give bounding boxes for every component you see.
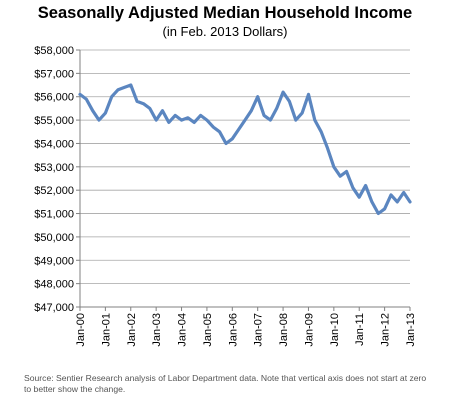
y-tick-label: $50,000 xyxy=(34,232,74,244)
y-tick-label: $57,000 xyxy=(34,68,74,80)
y-axis-ticks: $47,000 $48,000 $49,000 $50,000 $51,000 $52,0… xyxy=(34,45,80,314)
y-tick-label: $51,000 xyxy=(34,209,74,221)
grid-lines xyxy=(80,49,410,285)
x-tick-label: Jan-08 xyxy=(278,313,290,347)
series-line xyxy=(78,83,412,216)
chart-title: Seasonally Adjusted Median Household Inc… xyxy=(37,4,413,22)
x-tick-label: Jan-02 xyxy=(126,313,138,347)
x-tick-label: Jan-10 xyxy=(329,313,341,347)
x-tick-label: Jan-11 xyxy=(354,313,366,346)
x-tick-label: Jan-04 xyxy=(177,313,189,347)
y-tick-label: $58,000 xyxy=(34,45,74,57)
x-tick-label: Jan-05 xyxy=(202,313,214,347)
y-tick-label: $47,000 xyxy=(34,302,74,314)
y-tick-label: $54,000 xyxy=(34,138,74,150)
x-tick-label: Jan-03 xyxy=(151,313,163,347)
source-note: Source: Sentier Research analysis of Lab… xyxy=(24,373,427,394)
x-tick-label: Jan-06 xyxy=(227,313,239,347)
x-tick-label: Jan-13 xyxy=(405,313,417,347)
x-tick-label: Jan-12 xyxy=(380,313,392,347)
x-tick-label: Jan-09 xyxy=(303,313,315,347)
x-axis-ticks: Jan-00 Jan-01 Jan-02 Jan-03 Jan-04 Jan-05 Jan-… xyxy=(75,307,417,347)
axes xyxy=(79,50,410,308)
x-tick-label: Jan-00 xyxy=(75,313,87,347)
chart-subtitle: (in Feb. 2013 Dollars) xyxy=(162,24,288,39)
x-tick-label: Jan-07 xyxy=(253,313,265,347)
y-tick-label: $48,000 xyxy=(34,279,74,291)
y-tick-label: $53,000 xyxy=(34,162,74,174)
y-tick-label: $56,000 xyxy=(34,92,74,104)
y-tick-label: $49,000 xyxy=(34,255,74,267)
y-tick-label: $52,000 xyxy=(34,185,74,197)
x-tick-label: Jan-01 xyxy=(100,313,112,347)
y-tick-label: $55,000 xyxy=(34,115,74,127)
series-group xyxy=(78,83,412,216)
